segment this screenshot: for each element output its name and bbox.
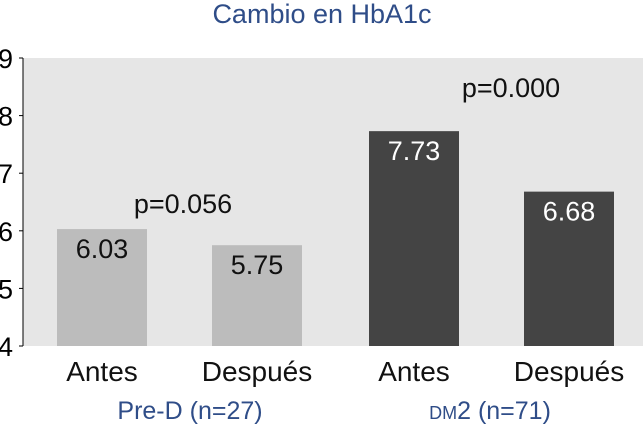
bar: [212, 245, 302, 346]
category-label: Después: [202, 356, 313, 387]
bar-series: [57, 131, 614, 346]
y-tick-label: 8: [0, 102, 13, 132]
bar-value-label: 7.73: [388, 136, 441, 166]
bar-value-label: 6.03: [76, 234, 129, 264]
group-label: Pre-D (n=27): [117, 397, 262, 425]
category-label: Después: [514, 356, 625, 387]
p-value-label: p=0.000: [462, 73, 560, 103]
category-label: Antes: [378, 356, 450, 387]
group-label: DM2 (n=71): [429, 397, 551, 425]
y-tick-label: 4: [0, 332, 13, 362]
bar: [57, 229, 147, 346]
y-tick-label: 7: [0, 159, 13, 189]
p-value-label: p=0.056: [134, 189, 232, 219]
value-labels: 6.03 5.75 7.73 6.68: [76, 136, 596, 280]
bar-value-label: 5.75: [231, 250, 284, 280]
chart-title: Cambio en HbA1c: [212, 0, 431, 29]
y-axis-ticks: 4 5 6 7 8 9: [0, 44, 23, 362]
y-tick-label: 9: [0, 44, 13, 74]
p-value-labels: p=0.056 p=0.000: [134, 73, 560, 219]
bar-value-label: 6.68: [543, 197, 596, 227]
bar: [524, 191, 614, 346]
y-tick-label: 5: [0, 274, 13, 304]
bar: [369, 131, 459, 346]
category-label: Antes: [66, 356, 138, 387]
group-labels: Pre-D (n=27) DM2 (n=71): [117, 397, 551, 425]
category-labels: Antes Después Antes Después: [66, 356, 624, 387]
y-tick-label: 6: [0, 217, 13, 247]
